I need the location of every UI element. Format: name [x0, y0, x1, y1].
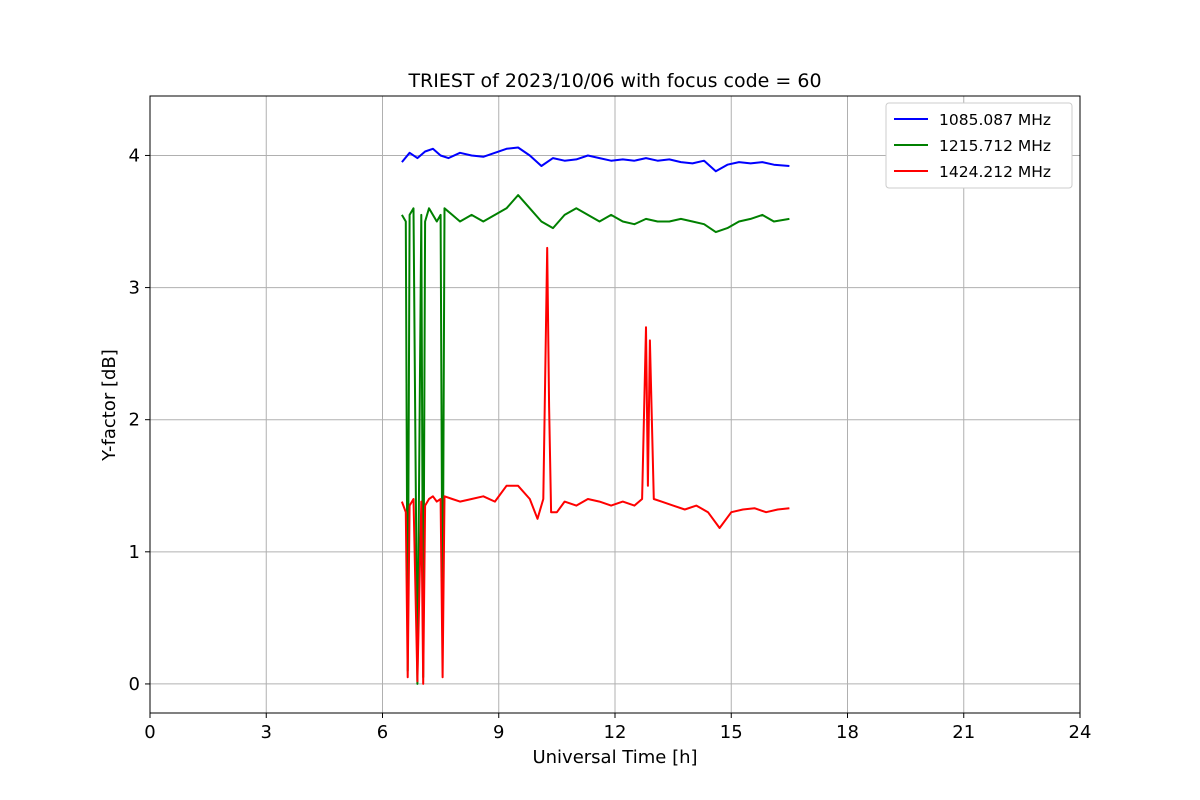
x-axis: 0 3 6 9 12 15 18 21 24 [144, 713, 1091, 743]
x-tick-label-9: 9 [493, 722, 504, 743]
legend-label-1085: 1085.087 MHz [939, 111, 1051, 129]
legend-label-1424: 1424.212 MHz [939, 163, 1051, 181]
legend: 1085.087 MHz 1215.712 MHz 1424.212 MHz [885, 102, 1073, 189]
grid [149, 96, 1081, 713]
series-line-1215-712 [401, 194, 790, 685]
y-tick-label-0: 0 [129, 674, 140, 695]
x-tick-label-21: 21 [952, 722, 975, 743]
chart-title: TRIEST of 2023/10/06 with focus code = 6… [407, 70, 821, 92]
y-tick-label-2: 2 [129, 410, 140, 431]
y-tick-label-4: 4 [129, 145, 140, 166]
x-axis-label: Universal Time [h] [532, 747, 697, 768]
y-axis: 0 1 2 3 4 [129, 145, 150, 695]
y-axis-label: Y-factor [dB] [99, 349, 120, 462]
x-tick-label-6: 6 [377, 722, 388, 743]
series-line-1424-212 [400, 246, 790, 685]
legend-box [885, 102, 1073, 189]
series-line-1085-087 [401, 146, 790, 173]
x-tick-label-3: 3 [261, 722, 272, 743]
x-tick-label-0: 0 [144, 722, 155, 743]
legend-label-1215: 1215.712 MHz [939, 137, 1051, 155]
y-tick-label-1: 1 [129, 542, 140, 563]
y-tick-label-3: 3 [129, 278, 140, 299]
x-tick-label-18: 18 [836, 722, 859, 743]
x-tick-label-12: 12 [604, 722, 627, 743]
x-tick-label-24: 24 [1069, 722, 1092, 743]
series-layer [400, 146, 790, 685]
x-tick-label-15: 15 [720, 722, 743, 743]
